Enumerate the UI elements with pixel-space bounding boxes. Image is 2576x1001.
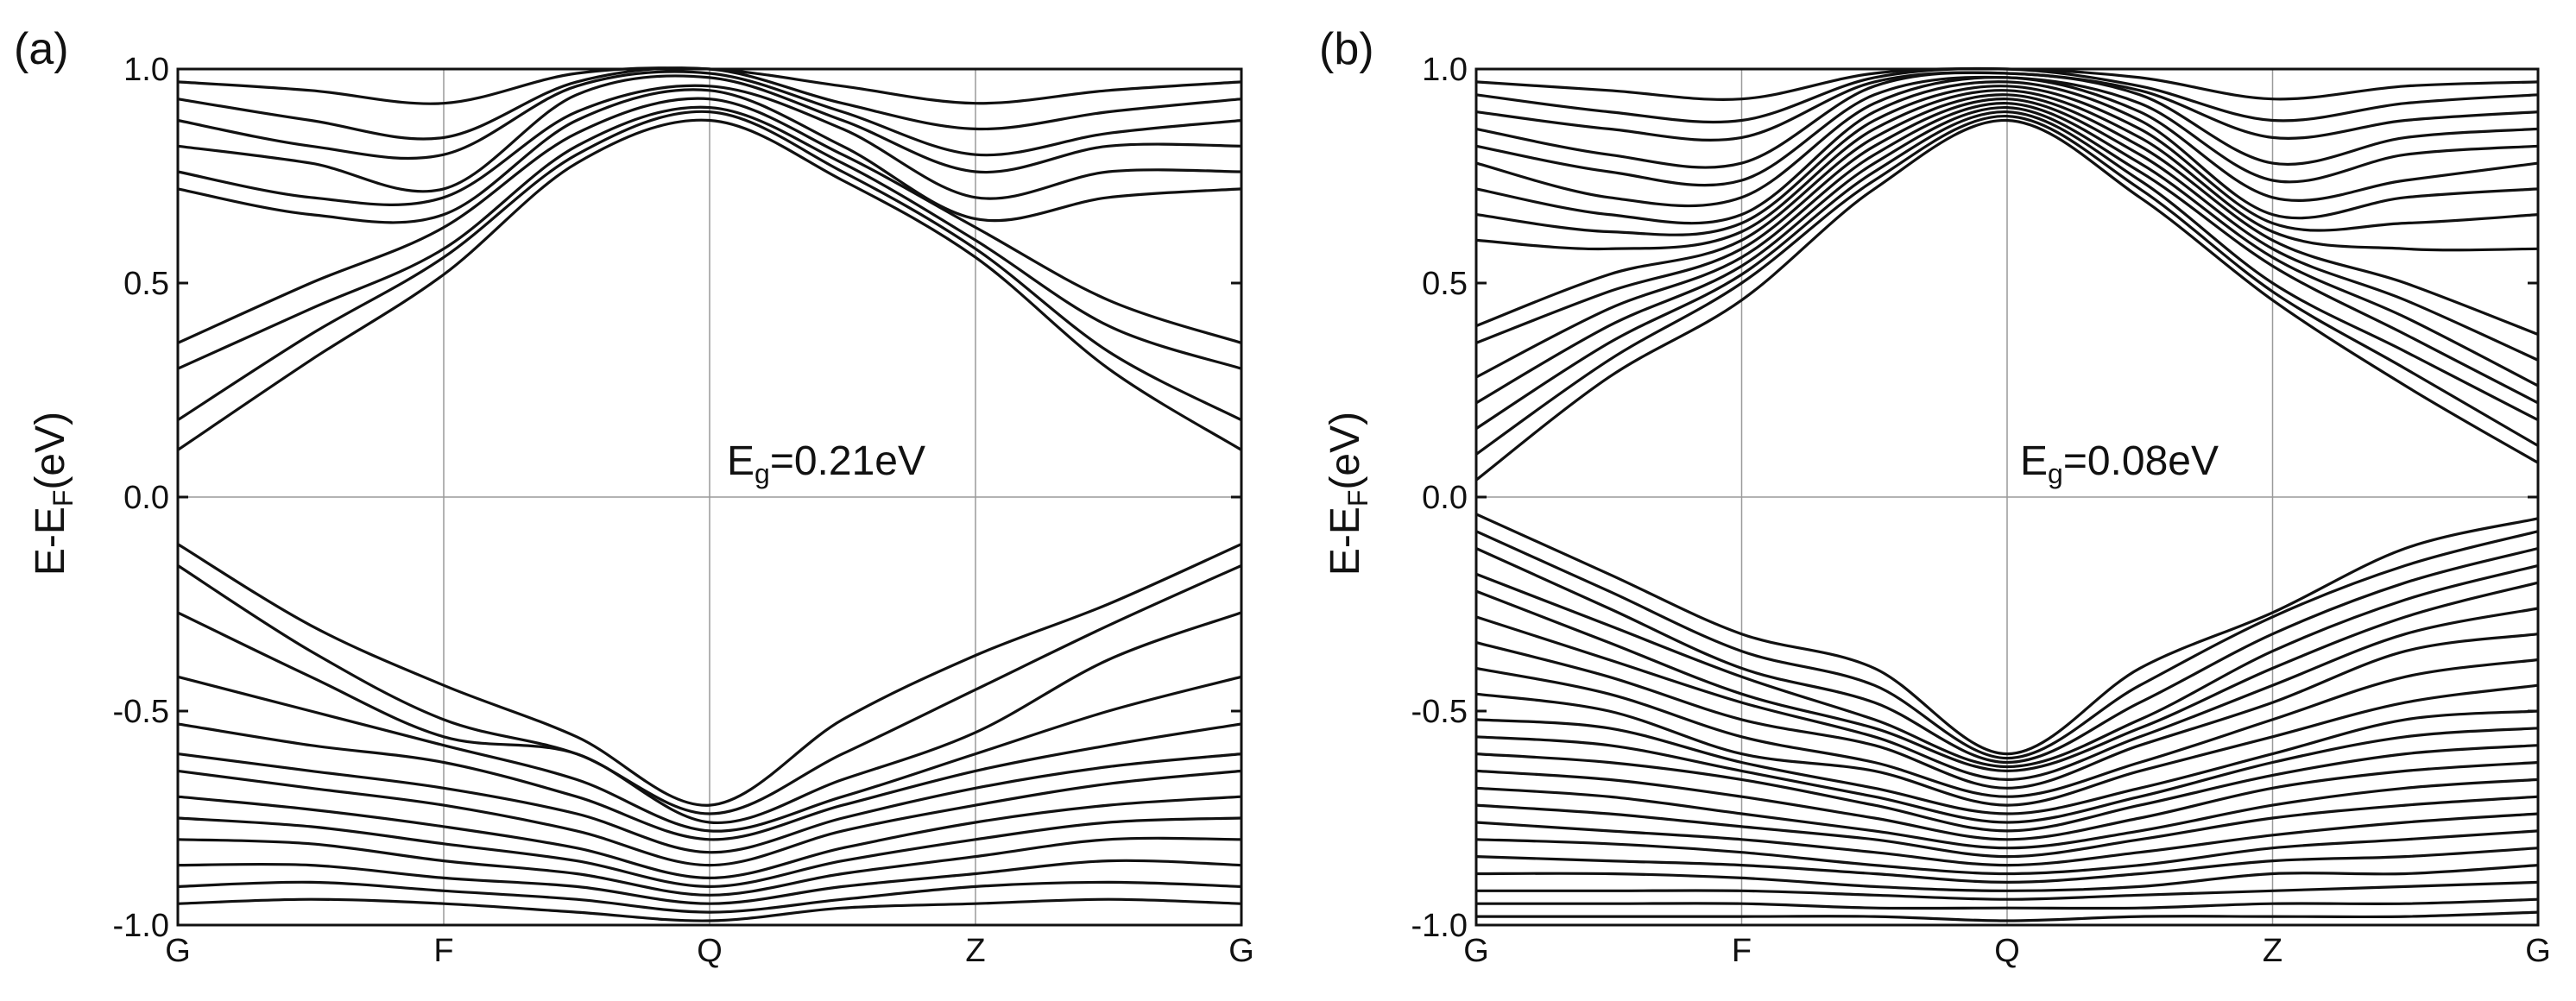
- panel-b-band-vb1: [1475, 513, 2539, 756]
- panel-a-x-tick-label: F: [433, 933, 453, 969]
- panel-b-band-vb12: [1475, 744, 2539, 833]
- panel-b-band-cb7: [1475, 93, 2539, 336]
- panel-a-band-vb12: [177, 880, 1242, 914]
- panel-b-band-vb8: [1475, 658, 2539, 798]
- panel-a-x-tick-label: Z: [965, 933, 985, 969]
- panel-b-band-vb18: [1475, 847, 2539, 884]
- panel-a-band-cb7: [177, 74, 1242, 193]
- panel-a-band-cb6: [177, 84, 1242, 206]
- panel-b-band-vb9: [1475, 683, 2539, 807]
- panel-a-band-vb10: [177, 836, 1242, 897]
- panel-a: (a) E-EF(eV) 1.0 0.5 0.0 -0.5 -1.0 G F Q…: [14, 24, 1254, 969]
- panel-b-y-tick-label: -1.0: [1411, 908, 1468, 944]
- panel-a-band-cb3: [177, 105, 1242, 370]
- panel-b-band-cb1: [1475, 118, 2539, 482]
- panel-a-y-tick-label: -0.5: [113, 694, 169, 730]
- panel-b-band-vb13: [1475, 760, 2539, 841]
- panel-a-band-vb3: [177, 611, 1242, 825]
- panel-a-band-cb8: [177, 70, 1242, 161]
- panel-a-y-tick-label: 0.0: [123, 480, 169, 516]
- panel-b-x-tick-label: F: [1732, 933, 1752, 969]
- panel-a-band-vb13: [177, 897, 1242, 922]
- panel-b-band-cb5: [1475, 102, 2539, 387]
- panel-b-x-tick-label: G: [2525, 933, 2551, 969]
- panel-b-band-vb4: [1475, 563, 2539, 769]
- panel-b-y-tick-label: 0.5: [1422, 266, 1468, 302]
- panel-b-y-tick-label: -0.5: [1411, 694, 1468, 730]
- panel-b-x-tick-labels: G F Q Z G: [1463, 933, 2551, 969]
- panel-b-band-vb17: [1475, 829, 2539, 876]
- panel-a-x-tick-labels: G F Q Z G: [165, 933, 1254, 969]
- panel-b-band-vb10: [1475, 709, 2539, 815]
- panel-b: (b) E-EF(eV) 1.0 0.5 0.0 -0.5 -1.0 G F Q…: [1319, 24, 2551, 969]
- panel-b-band-vb20: [1476, 880, 2539, 901]
- panel-b-y-tick-label: 0.0: [1422, 480, 1468, 516]
- panel-b-label: (b): [1319, 24, 1374, 74]
- panel-a-band-vb9: [177, 816, 1242, 888]
- panel-b-band-vb15: [1475, 795, 2539, 859]
- panel-a-x-tick-label: Q: [697, 933, 723, 969]
- panel-a-y-tick-label: -1.0: [113, 908, 169, 944]
- panel-b-grid: [1476, 69, 2538, 925]
- panel-b-band-cb14: [1475, 71, 2539, 142]
- panel-b-band-vb16: [1475, 812, 2539, 867]
- panel-b-band-cb12: [1475, 75, 2539, 187]
- panel-b-y-tick-labels: 1.0 0.5 0.0 -0.5 -1.0: [1411, 52, 1468, 944]
- panel-b-band-cb2: [1475, 114, 2539, 456]
- panel-a-y-tick-label: 0.5: [123, 266, 169, 302]
- panel-b-band-gap-annotation: Eg=0.08eV: [2020, 438, 2219, 489]
- panel-a-band-cb1: [177, 118, 1242, 451]
- panel-b-band-vb19: [1475, 864, 2539, 892]
- panel-a-band-vb6: [177, 752, 1242, 854]
- panel-a-y-axis-title: E-EF(eV): [28, 412, 79, 576]
- panel-b-x-tick-label: Q: [1994, 933, 2020, 969]
- panel-b-y-axis-title: E-EF(eV): [1323, 412, 1373, 576]
- panel-b-x-tick-label: G: [1463, 933, 1489, 969]
- panel-b-band-vb11: [1475, 727, 2539, 824]
- panel-b-band-cb9: [1475, 85, 2539, 236]
- panel-b-bands: [1475, 66, 2539, 922]
- panel-b-band-cb3: [1475, 110, 2539, 430]
- panel-b-band-cb4: [1475, 105, 2539, 405]
- panel-a-y-tick-labels: 1.0 0.5 0.0 -0.5 -1.0: [113, 52, 169, 944]
- panel-a-label: (a): [14, 24, 69, 74]
- panel-a-band-vb1: [177, 543, 1242, 807]
- panel-a-band-vb11: [177, 859, 1242, 905]
- panel-a-y-tick-label: 1.0: [123, 52, 169, 88]
- panel-a-band-gap-annotation: Eg=0.21eV: [727, 438, 925, 489]
- panel-a-ticks: [178, 67, 1241, 927]
- panel-b-band-vb22: [1476, 910, 2539, 922]
- panel-b-band-vb5: [1475, 581, 2539, 772]
- panel-b-band-vb6: [1475, 607, 2539, 781]
- panel-a-band-cb4: [177, 97, 1242, 344]
- panel-b-band-vb2: [1475, 530, 2539, 760]
- panel-b-ticks: [1476, 67, 2538, 927]
- panel-a-grid: [178, 69, 1241, 925]
- panel-b-band-vb14: [1475, 778, 2539, 850]
- panel-a-band-vb4: [177, 675, 1242, 833]
- panel-a-band-vb7: [177, 769, 1242, 867]
- panel-b-band-vb7: [1475, 633, 2539, 790]
- panel-b-band-cb10: [1475, 80, 2539, 225]
- panel-a-band-cb2: [177, 110, 1242, 422]
- panel-b-band-cb8: [1475, 89, 2539, 252]
- panel-b-band-vb21: [1476, 897, 2539, 910]
- panel-b-band-vb3: [1475, 546, 2539, 765]
- panel-b-x-tick-label: Z: [2263, 933, 2282, 969]
- panel-a-band-cb5: [177, 88, 1242, 224]
- panel-a-band-vb8: [177, 795, 1242, 879]
- panel-b-band-cb6: [1475, 98, 2539, 362]
- panel-a-x-tick-label: G: [165, 933, 191, 969]
- panel-a-x-tick-label: G: [1228, 933, 1254, 969]
- panel-b-y-tick-label: 1.0: [1422, 52, 1468, 88]
- panel-a-band-vb5: [177, 722, 1242, 841]
- panel-a-band-vb2: [177, 563, 1242, 815]
